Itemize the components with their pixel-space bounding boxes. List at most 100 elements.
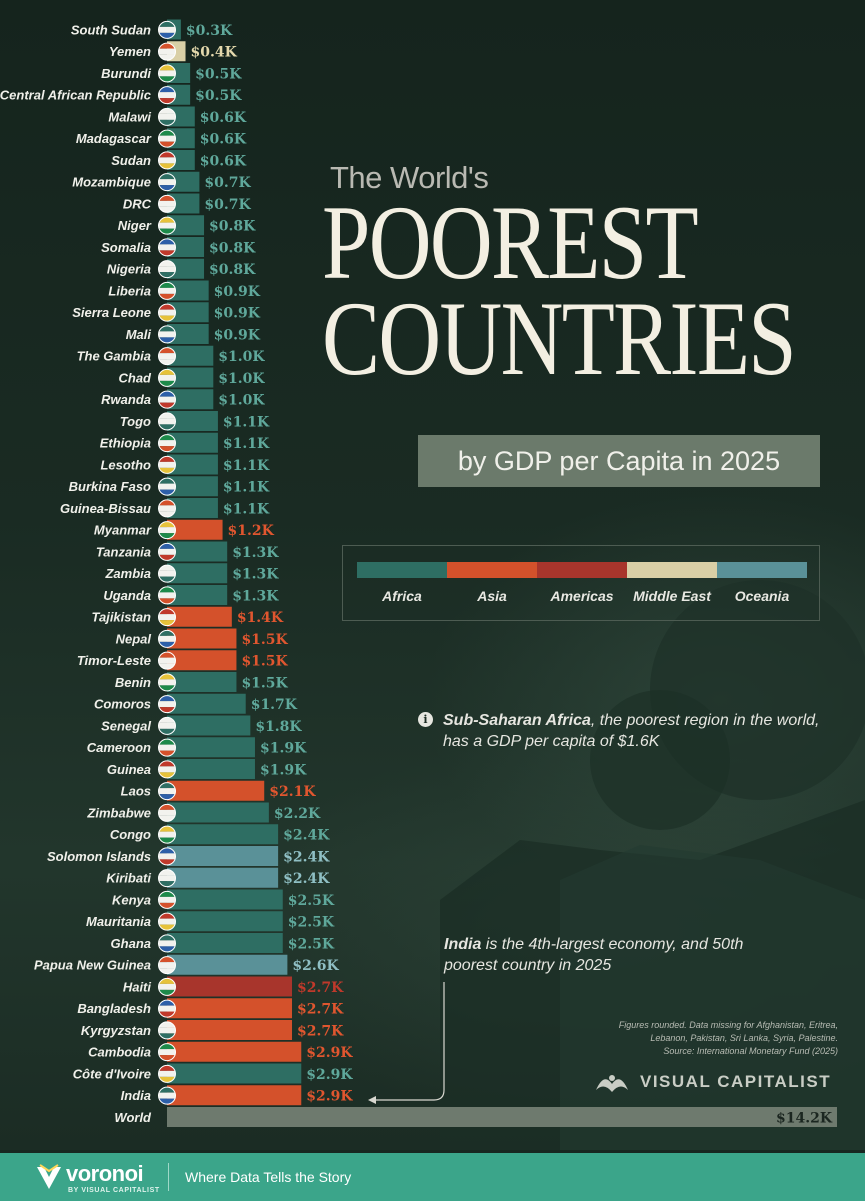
country-label: Mauritania	[86, 914, 151, 929]
flag-icon	[158, 20, 176, 39]
country-label: Laos	[121, 784, 151, 799]
country-label: Ethiopia	[100, 436, 151, 451]
flag-icon	[158, 847, 176, 866]
bar-kiribati	[167, 867, 279, 888]
country-label: Togo	[120, 414, 151, 429]
flag-icon	[158, 651, 176, 670]
flag-icon	[158, 782, 176, 801]
flag-icon	[158, 434, 176, 453]
info-icon: i	[418, 712, 433, 727]
value-label: $1.7K	[251, 697, 298, 713]
bar-drc	[167, 193, 200, 214]
flag-icon	[158, 542, 176, 561]
legend-label: Oceania	[734, 588, 790, 604]
value-label: $2.4K	[283, 871, 330, 887]
legend-swatch	[447, 562, 537, 578]
page-title: POOREST COUNTRIES	[322, 190, 797, 397]
flag-icon	[158, 129, 176, 148]
bar-togo	[167, 411, 218, 431]
country-label: Haiti	[123, 979, 152, 994]
bar-cambodia	[167, 1041, 302, 1062]
flag-icon	[158, 477, 176, 496]
footer-tagline: Where Data Tells the Story	[185, 1169, 352, 1185]
bar-myanmar	[167, 519, 223, 540]
value-label: $2.9K	[306, 1089, 353, 1105]
country-label: Congo	[110, 827, 151, 842]
country-label: Guinea	[107, 762, 151, 777]
flag-icon	[158, 1021, 176, 1040]
background-silhouettes	[560, 845, 865, 1150]
country-label: Uganda	[103, 588, 151, 603]
bar-guinea-bissau	[167, 498, 218, 518]
footer: voronoi BY VISUAL CAPITALIST Where Data …	[0, 1153, 865, 1201]
value-label: $1.1K	[223, 436, 270, 452]
flag-icon	[158, 86, 176, 105]
legend-swatch	[357, 562, 447, 578]
country-label: Guinea-Bissau	[60, 501, 151, 516]
flag-icon	[158, 390, 176, 409]
flag-icon	[158, 999, 176, 1018]
value-label: $0.4K	[191, 45, 238, 61]
bar-congo	[167, 824, 279, 845]
country-label: Solomon Islands	[47, 849, 151, 864]
footnote-line-2: Lebanon, Pakistan, Sri Lanka, Syria, Pal…	[650, 1033, 838, 1043]
bar-mozambique	[167, 171, 200, 192]
value-label: $2.9K	[306, 1045, 353, 1061]
country-label: Ghana	[111, 936, 151, 951]
country-label: Lesotho	[100, 457, 151, 472]
flag-icon	[158, 42, 176, 61]
flag-icon	[158, 695, 176, 714]
country-label: Sudan	[111, 153, 151, 168]
value-label: $1.1K	[223, 414, 270, 430]
legend-item: Middle East	[627, 562, 717, 604]
bar-timor-leste	[167, 650, 237, 671]
india-note-bold: India	[444, 936, 482, 953]
bar-bangladesh	[167, 998, 293, 1019]
legend-item: Asia	[447, 562, 537, 604]
legend-label: Asia	[477, 588, 507, 604]
flag-icon	[158, 934, 176, 953]
value-label: $2.5K	[288, 936, 335, 952]
bar-the-gambia	[167, 345, 214, 366]
flag-icon	[158, 64, 176, 83]
africa-note-text: , the poorest region in the world, has a…	[443, 712, 820, 750]
flag-icon	[158, 303, 176, 322]
footer-divider	[168, 1163, 169, 1191]
value-label: $0.5K	[195, 66, 242, 82]
value-label: $1.3K	[232, 545, 279, 561]
value-label: $1.4K	[237, 610, 284, 626]
value-label: $0.9K	[214, 306, 261, 322]
legend-label: Middle East	[633, 588, 711, 604]
country-label: Somalia	[101, 240, 151, 255]
africa-note-bold: Sub-Saharan Africa	[443, 712, 591, 729]
country-label: Burundi	[101, 66, 151, 81]
value-label: $0.6K	[200, 110, 247, 126]
flag-icon	[158, 1064, 176, 1083]
bar-cameroon	[167, 737, 255, 758]
bar-senegal	[167, 715, 251, 736]
value-label: $1.3K	[232, 588, 279, 604]
bar-kyrgyzstan	[167, 1020, 293, 1040]
legend-item: Africa	[357, 562, 447, 604]
bar-benin	[167, 672, 237, 692]
flag-icon	[158, 1086, 176, 1105]
bar-kenya	[167, 889, 283, 910]
subtitle: by GDP per Capita in 2025	[457, 445, 781, 476]
country-label: Zambia	[104, 566, 151, 581]
flag-icon	[158, 325, 176, 344]
value-label: $0.3K	[186, 23, 233, 39]
country-label: Tanzania	[96, 544, 151, 559]
flag-icon	[158, 521, 176, 540]
flag-icon	[158, 173, 176, 192]
legend: Africa Asia Americas Middle East Oceania	[342, 545, 820, 621]
country-label: Niger	[118, 218, 152, 233]
flag-icon	[158, 760, 176, 779]
title-line-2: COUNTRIES	[322, 280, 797, 397]
bar-papua-new-guinea	[167, 954, 288, 975]
flag-icon	[158, 825, 176, 844]
value-label: $2.4K	[283, 849, 330, 865]
legend-label: Africa	[382, 588, 422, 604]
country-label: Côte d'Ivoire	[73, 1066, 151, 1081]
value-label: $1.8K	[255, 719, 302, 735]
flag-icon	[158, 107, 176, 126]
